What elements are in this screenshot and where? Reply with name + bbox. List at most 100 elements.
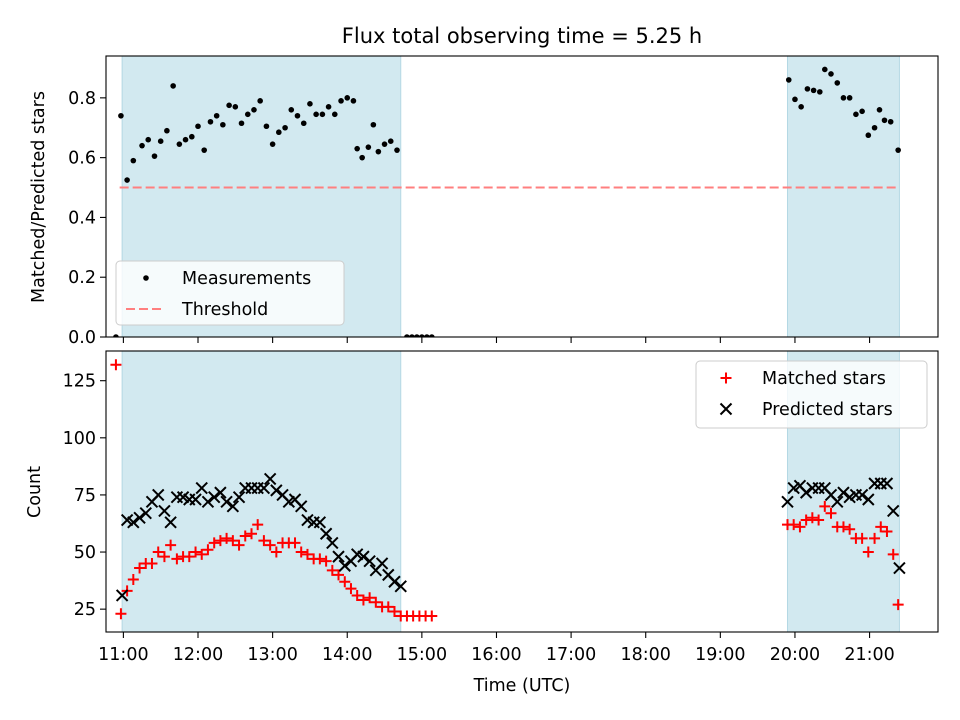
data-point (295, 546, 307, 558)
data-point (825, 507, 837, 519)
legend-marker (719, 402, 733, 416)
data-point (333, 569, 345, 581)
data-point (364, 592, 376, 604)
data-point (196, 548, 208, 560)
data-point (202, 544, 214, 556)
x-tick-label: 17:00 (546, 645, 596, 665)
data-point (893, 561, 906, 575)
y-tick-label: 0.0 (68, 328, 96, 348)
y-tick-label: 25 (74, 600, 96, 620)
data-point (840, 95, 847, 101)
y-tick-label: 100 (63, 429, 96, 449)
data-point (339, 576, 351, 588)
plot-area (113, 66, 901, 337)
data-point (115, 608, 127, 620)
data-point (226, 500, 240, 513)
data-point (313, 516, 327, 529)
data-point (314, 553, 326, 565)
data-point (370, 596, 382, 608)
data-point (226, 102, 232, 109)
data-point (813, 514, 825, 526)
data-point (388, 575, 401, 588)
data-point (887, 118, 894, 125)
data-point (220, 121, 226, 128)
legend-frame (115, 260, 345, 326)
legend: Measurements Threshold (115, 260, 345, 326)
axes-frame (105, 350, 939, 633)
data-point (270, 484, 283, 497)
data-point (127, 516, 140, 529)
data-point (363, 554, 376, 568)
data-point (307, 101, 313, 107)
data-point (414, 334, 420, 337)
top-panel: 0.0 0.2 0.4 0.6 0.8 Measurements Threshold (68, 55, 939, 348)
data-point (118, 112, 124, 119)
data-point (146, 557, 158, 569)
x-tick-label: 18:00 (620, 645, 670, 665)
data-point (145, 136, 152, 143)
data-point (189, 493, 202, 506)
data-point (325, 104, 332, 110)
y-tick-label: 50 (74, 543, 96, 563)
data-point (139, 142, 145, 149)
data-point (344, 95, 351, 101)
data-point (214, 486, 227, 499)
bottom-ylabel: Count (25, 466, 45, 518)
data-point (875, 521, 887, 533)
data-point (151, 153, 158, 159)
data-point (800, 514, 812, 526)
data-point (183, 551, 195, 563)
x-tick-label: 12:00 (173, 645, 223, 665)
data-point (300, 120, 307, 127)
legend-label: Threshold (181, 300, 268, 320)
data-point (263, 472, 277, 486)
legend-label: Measurements (182, 269, 311, 289)
data-point (855, 488, 869, 502)
data-point (214, 535, 226, 547)
data-point (251, 107, 257, 113)
data-point (139, 506, 152, 520)
data-point (165, 539, 177, 551)
data-point (381, 141, 388, 147)
data-point (892, 599, 904, 611)
data-point (124, 177, 130, 183)
data-point (426, 610, 438, 622)
data-point (895, 147, 901, 153)
data-point (133, 511, 146, 524)
data-point (424, 334, 430, 337)
data-point (319, 527, 333, 540)
data-point (382, 601, 394, 613)
data-point (195, 123, 201, 130)
data-point (208, 537, 220, 549)
data-point (354, 145, 360, 152)
data-point (326, 536, 339, 550)
data-point (428, 334, 435, 337)
data-point (227, 535, 239, 547)
legend-label: Matched stars (762, 369, 886, 389)
x-tick-label: 20:00 (770, 645, 820, 665)
data-point (201, 495, 215, 508)
data-point (788, 519, 800, 531)
data-point (182, 136, 189, 143)
data-point (357, 550, 370, 563)
data-point (294, 500, 308, 513)
data-point (409, 334, 415, 337)
data-point (276, 129, 282, 136)
data-point (264, 539, 276, 551)
data-point (110, 359, 122, 371)
data-point (213, 112, 220, 119)
chart-title: Flux total observing time = 5.25 h (342, 24, 702, 48)
data-point (871, 124, 878, 131)
data-point (176, 141, 183, 147)
x-axis-label: Time (UTC) (473, 676, 571, 696)
legend: Matched stars Predicted stars (695, 360, 928, 429)
data-point (837, 486, 850, 499)
data-point (370, 121, 377, 128)
data-point (881, 525, 893, 537)
data-point (375, 557, 389, 570)
data-point (232, 104, 239, 110)
data-point (794, 521, 806, 533)
x-tick-label: 16:00 (471, 645, 521, 665)
data-point (394, 147, 400, 153)
